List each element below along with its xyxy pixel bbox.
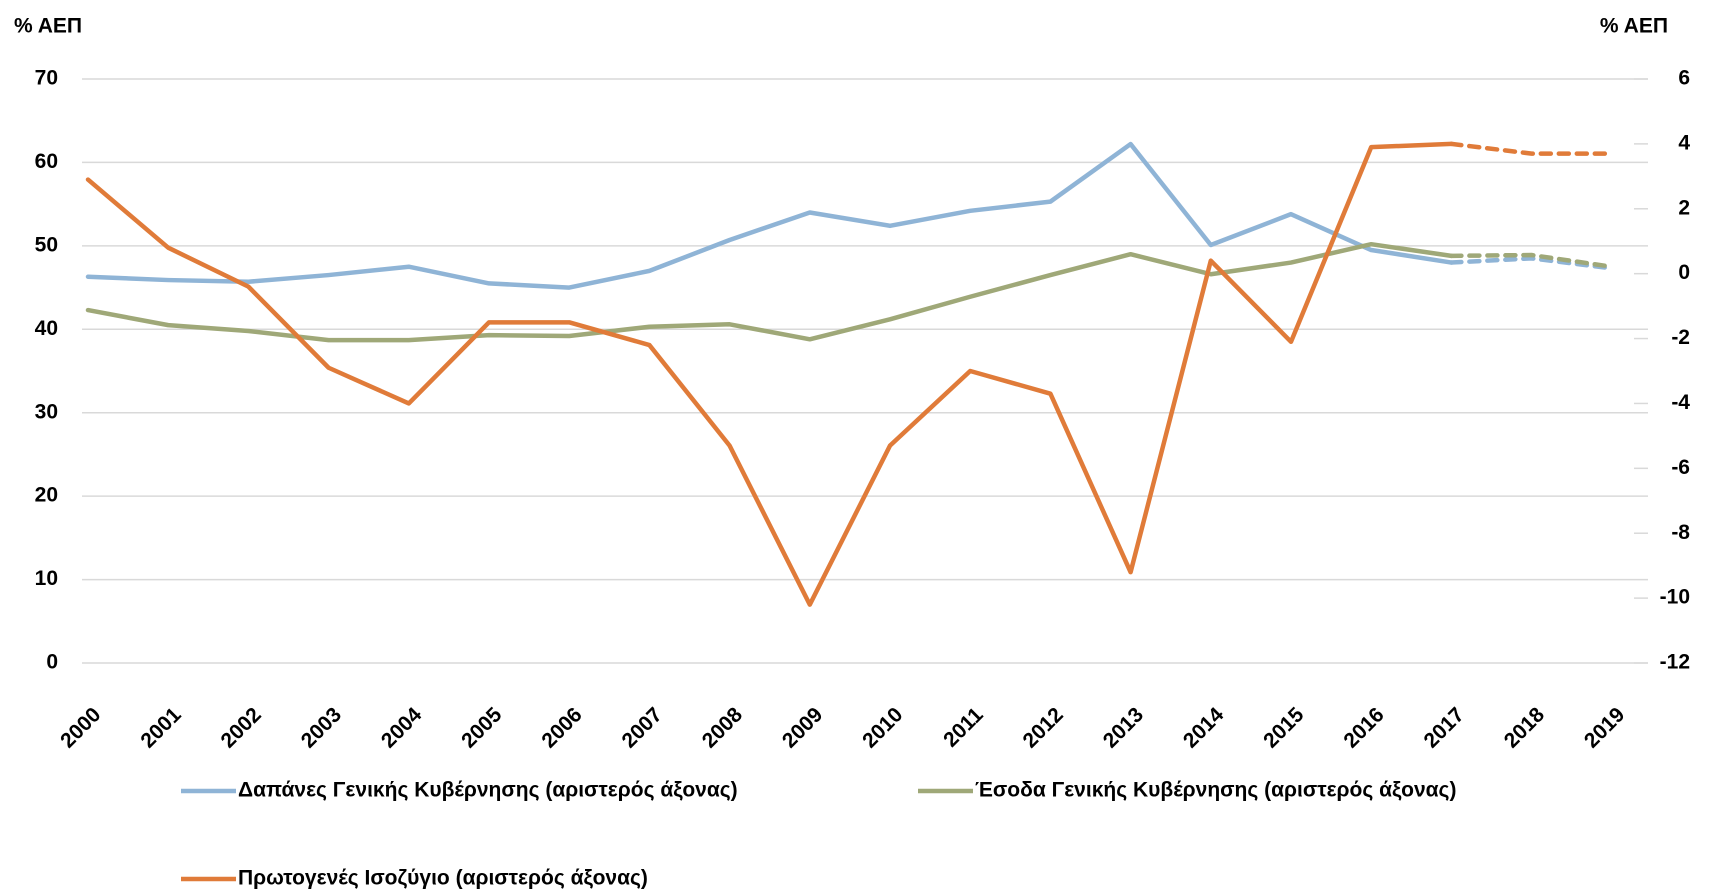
x-tick-label: 2007 — [618, 703, 667, 752]
y-tick-label: 60 — [35, 150, 58, 173]
x-tick-label: 2006 — [537, 703, 586, 752]
y-axis-title: % ΑΕΠ — [14, 15, 82, 38]
x-tick-label: 2005 — [457, 703, 507, 753]
x-tick-label: 2010 — [858, 703, 907, 752]
y2-tick-label: -6 — [1671, 456, 1690, 479]
y2-tick-label: -2 — [1671, 326, 1690, 349]
y2-tick-label: -8 — [1671, 521, 1690, 544]
x-tick-label: 2018 — [1500, 703, 1550, 753]
y2-tick-label: -10 — [1660, 586, 1690, 609]
y2-tick-label: -4 — [1671, 391, 1690, 414]
y2-tick-label: 2 — [1678, 196, 1690, 219]
x-tick-label: 2012 — [1019, 703, 1068, 752]
y2-tick-label: -12 — [1660, 651, 1690, 674]
x-tick-label: 2011 — [939, 703, 988, 752]
x-tick-label: 2015 — [1259, 703, 1309, 753]
x-tick-label: 2008 — [698, 703, 748, 753]
y-tick-label: 40 — [35, 317, 58, 340]
y2-tick-label: 0 — [1678, 261, 1690, 284]
x-tick-label: 2003 — [297, 703, 346, 752]
x-tick-label: 2001 — [136, 703, 186, 753]
line-series-dashed — [1449, 252, 1615, 269]
y2-tick-label: 6 — [1678, 67, 1690, 90]
y-tick-label: 0 — [46, 651, 58, 674]
y-tick-label: 50 — [35, 233, 58, 256]
y-tick-label: 10 — [35, 567, 58, 590]
x-tick-label: 2014 — [1179, 703, 1229, 753]
x-tick-label: 2002 — [217, 703, 266, 752]
y-tick-label: 30 — [35, 400, 58, 423]
x-tick-label: 2017 — [1420, 703, 1469, 752]
y2-tick-label: 4 — [1678, 131, 1690, 154]
line-series-dashed — [1449, 141, 1615, 156]
x-tick-label: 2000 — [56, 703, 105, 752]
line-series — [85, 241, 1454, 343]
x-tick-label: 2019 — [1580, 703, 1629, 752]
line-series — [85, 141, 1454, 607]
legend-label: Πρωτογενές Ισοζύγιο (αριστερός άξονας) — [238, 867, 648, 890]
y-tick-label: 70 — [35, 67, 58, 90]
x-tick-label: 2004 — [377, 703, 427, 753]
x-tick-label: 2009 — [778, 703, 827, 752]
legend-label: Δαπάνες Γενικής Κυβέρνησης (αριστερός άξ… — [238, 779, 738, 802]
y2-axis-title: % ΑΕΠ — [1600, 15, 1668, 38]
y-tick-label: 20 — [35, 484, 58, 507]
x-tick-label: 2016 — [1339, 703, 1388, 752]
legend-label: Έσοδα Γενικής Κυβέρνησης (αριστερός άξον… — [975, 779, 1456, 802]
line-series — [85, 141, 1454, 290]
x-tick-label: 2013 — [1099, 703, 1148, 752]
